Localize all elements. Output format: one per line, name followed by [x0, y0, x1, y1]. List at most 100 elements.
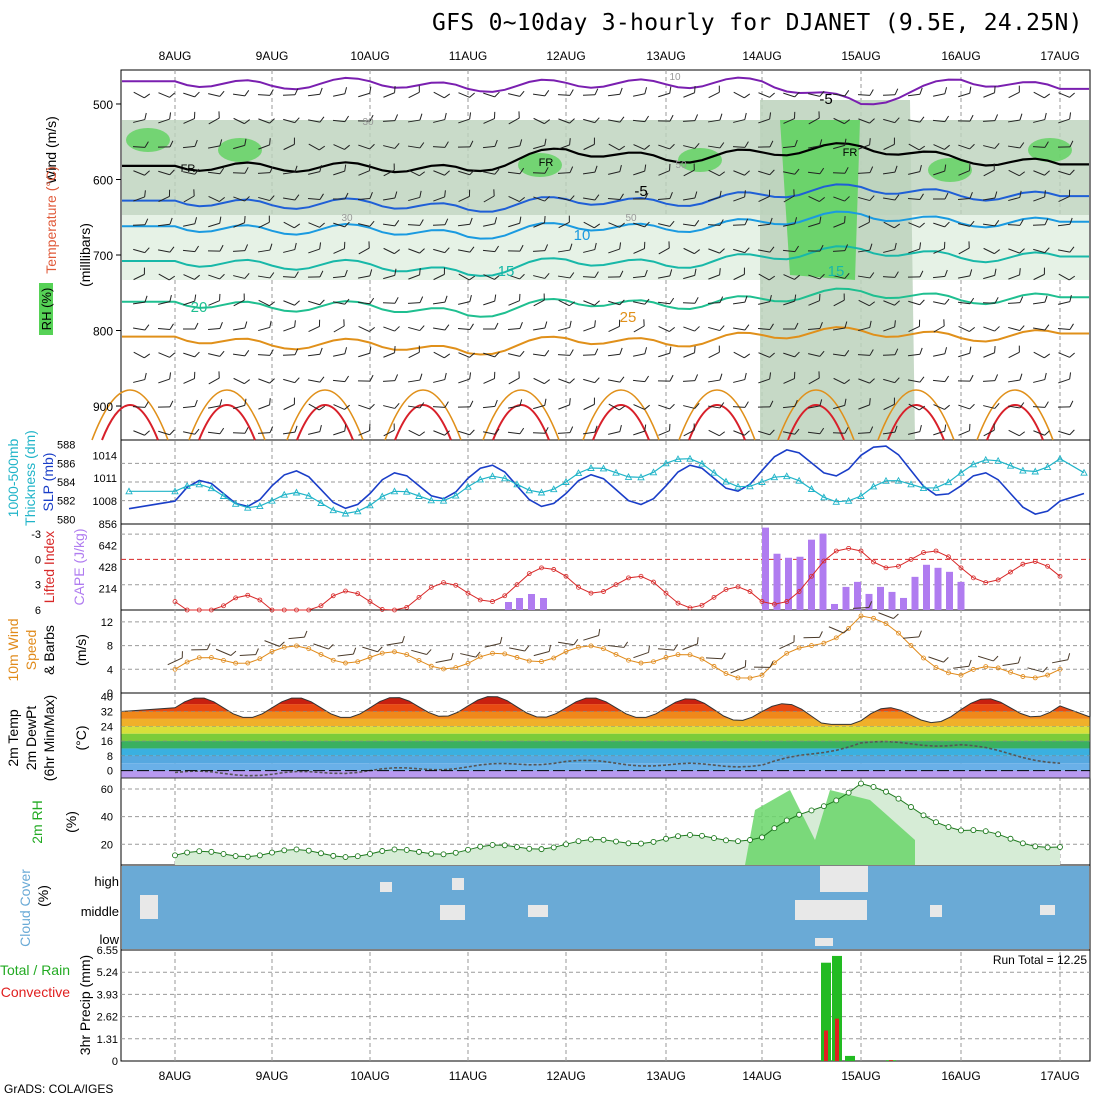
rh-marker	[895, 795, 902, 802]
wind-barb	[583, 377, 600, 384]
wind-barb	[658, 143, 675, 150]
lifted-index-marker	[1045, 563, 1051, 569]
slp-line	[128, 445, 1085, 515]
ylabel-millibars: (milllibars)	[77, 223, 93, 287]
wind-barb	[1058, 246, 1075, 253]
wind-barb	[458, 246, 475, 253]
wind-barb	[182, 139, 198, 149]
wind-speed-marker	[958, 672, 964, 678]
lifted-index-marker	[687, 605, 693, 611]
wind-barb	[133, 112, 147, 123]
wind-barb	[808, 399, 823, 409]
wind-barb	[908, 425, 922, 435]
lifted-index-marker	[318, 603, 324, 609]
wind-barb	[833, 273, 850, 279]
wind-barb	[183, 274, 200, 280]
rh-marker	[933, 819, 939, 826]
wind-barb	[658, 241, 670, 255]
wind-barb	[357, 297, 375, 305]
surface-wind-barb	[558, 639, 579, 646]
wind-barb	[283, 137, 295, 151]
surface-wind-barb	[878, 612, 899, 619]
wind-barb	[932, 115, 949, 123]
wind-speed-marker	[970, 667, 976, 672]
wind-barb	[408, 85, 420, 99]
lifted-index-marker	[1057, 573, 1063, 579]
wind-barb	[757, 217, 773, 227]
lifted-index-marker	[833, 548, 839, 554]
wind-barb	[508, 350, 525, 357]
wind-barb	[983, 268, 997, 280]
wind-barb	[757, 400, 774, 408]
thickness-marker	[488, 472, 497, 480]
wind-barb	[983, 86, 996, 98]
rh-band	[122, 120, 1089, 215]
wind-barb	[708, 85, 720, 99]
wind-barb	[633, 424, 647, 436]
wind-barb	[182, 399, 198, 409]
wind-barb	[358, 86, 372, 98]
wind-barb	[583, 194, 600, 201]
wind-barb	[333, 164, 347, 176]
ylabel-cloud-units: (%)	[35, 885, 51, 907]
lifted-index-marker	[551, 567, 557, 572]
lifted-index-marker	[908, 557, 914, 562]
wind-barb	[158, 189, 171, 202]
wind-barb	[783, 294, 797, 306]
wind-barb	[183, 217, 198, 227]
cape-bar	[516, 598, 523, 610]
wind-barb	[257, 243, 273, 253]
thickness-marker	[807, 485, 816, 492]
wind-speed-marker	[946, 670, 951, 676]
wind-speed-marker	[871, 615, 876, 621]
wind-barb	[433, 247, 450, 254]
wind-barb	[932, 375, 949, 383]
wind-barb	[958, 326, 976, 332]
wind-barb	[1008, 169, 1026, 177]
wind-speed-marker	[416, 657, 422, 663]
bottom-date-label: 11AUG	[449, 1069, 487, 1083]
ylabel-2m-temp: 2m Temp	[5, 709, 21, 767]
thickness-marker	[378, 492, 387, 500]
lifted-index-marker	[172, 599, 178, 604]
wind-barb	[783, 217, 798, 227]
surface-wind-barb	[1002, 656, 1021, 666]
wind-barb	[483, 371, 496, 384]
wind-barb	[657, 297, 675, 305]
ylabel-temperature: Temperature (°C)	[43, 166, 59, 274]
lifted-index-marker	[809, 573, 814, 579]
wind-barb	[908, 376, 925, 383]
thickness-marker	[957, 468, 965, 476]
wind-barb	[283, 221, 301, 229]
cape-bar	[854, 581, 861, 610]
thickness-marker	[1006, 461, 1015, 469]
wind-barb	[258, 195, 275, 202]
wind-barb	[832, 167, 849, 174]
top-date-label: 10AUG	[350, 49, 389, 63]
thickness-marker	[599, 464, 608, 472]
wind-barb	[557, 426, 574, 434]
rh-marker	[575, 838, 582, 845]
lifted-index-marker	[576, 584, 581, 590]
wind-barb	[733, 430, 750, 436]
rh-marker	[293, 846, 300, 853]
wind-barb	[458, 92, 475, 98]
surface-wind-barb	[952, 659, 972, 669]
wind-barb	[483, 168, 500, 175]
wind-barb	[833, 216, 846, 228]
wind-barb	[908, 165, 922, 175]
wind-barb	[1057, 217, 1073, 227]
lifted-index-marker	[1020, 561, 1026, 567]
lifted-index-marker	[699, 602, 705, 608]
bottom-date-label: 14AUG	[742, 1069, 781, 1083]
wind-barb	[808, 293, 821, 306]
wind-barb	[158, 112, 172, 124]
wind-barb	[258, 215, 270, 229]
wind-barb	[608, 242, 622, 254]
wind-barb	[608, 299, 625, 306]
wind-barb	[883, 117, 900, 124]
wind-barb	[157, 400, 174, 408]
lifted-index-marker	[221, 603, 226, 609]
wind-barb	[207, 322, 223, 331]
wind-barb	[283, 377, 300, 384]
